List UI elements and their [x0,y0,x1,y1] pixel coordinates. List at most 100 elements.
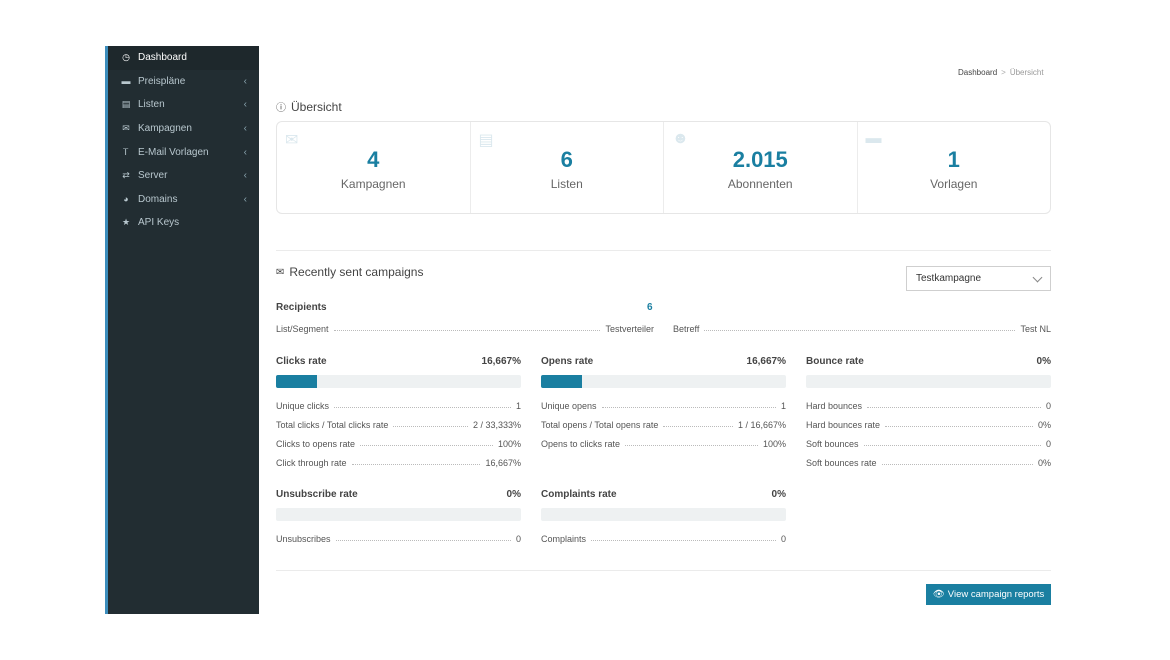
complaints-rate-title: Complaints rate [541,489,617,500]
detail-value: 100% [497,439,521,449]
complaints-rate-header: Complaints rate 0% [541,489,786,500]
detail-value: 0% [1037,458,1051,468]
sidebar-item-domains[interactable]: ◕ Domains ‹ [108,188,259,212]
sidebar-item-label: Dashboard [138,52,187,64]
folder-icon: ▬ [865,130,882,147]
detail-label: Unique opens [541,401,597,411]
detail-value: 0 [515,534,521,544]
clicks-detail-row: Total clicks / Total clicks rate 2 / 33,3… [276,418,521,430]
detail-label: Soft bounces [806,439,859,449]
complaints-progress-bar [541,508,786,521]
sidebar-item-preispläne[interactable]: ▬ Preispläne ‹ [108,70,259,94]
eye-icon: 👁 [932,589,945,600]
subject-value: Test NL [1020,324,1051,334]
opens-detail-row: Opens to clicks rate 100% [541,437,786,449]
campaign-select-value: Testkampagne [916,273,982,284]
sidebar-item-e-mail-vorlagen[interactable]: Ꭲ E-Mail Vorlagen ‹ [108,140,259,164]
users-icon: ☻ [672,130,689,147]
sidebar-item-kampagnen[interactable]: ✉ Kampagnen ‹ [108,117,259,141]
chevron-left-icon: ‹ [243,75,247,87]
dotted-leader [591,540,776,541]
detail-value: 100% [762,439,786,449]
list-segment-value: Testverteiler [605,324,654,334]
dotted-leader [333,330,601,331]
star-icon: ★ [121,217,131,228]
stat-kampagnen[interactable]: ✉ 4 Kampagnen [277,122,471,213]
detail-label: Complaints [541,534,587,544]
detail-value: 2 / 33,333% [472,420,521,430]
detail-value: 16,667% [485,458,521,468]
breadcrumb-separator: > [1001,68,1006,77]
stat-listen[interactable]: ▤ 6 Listen [471,122,664,213]
campaigns-title: ✉ Recently sent campaigns [276,265,423,279]
dotted-leader [704,330,1016,331]
clicks-progress-bar [276,375,521,388]
dashboard-icon: ◷ [122,52,130,63]
overview-stats: ✉ 4 Kampagnen ▤ 6 Listen ☻ 2.015 Abonnenten ▬ 1 Vor… [276,121,1051,214]
footer-divider [276,570,1051,571]
list-segment-row: List/Segment Testverteiler [276,322,654,334]
dotted-leader [625,445,758,446]
stat-label: Vorlagen [930,177,978,191]
stat-value: 4 [367,147,380,172]
dotted-leader [863,445,1041,446]
sidebar-item-label: E-Mail Vorlagen [138,146,209,158]
overview-title-text: Übersicht [291,99,342,114]
globe-icon: ◕ [123,194,129,205]
dotted-leader [881,464,1033,465]
bounces-rate-title: Bounce rate [806,356,864,367]
sidebar-item-listen[interactable]: ▤ Listen ‹ [108,93,259,117]
sidebar-item-label: Listen [138,99,165,111]
stat-vorlagen[interactable]: ▬ 1 Vorlagen [858,122,1051,213]
clicks-detail-row: Unique clicks 1 [276,399,521,411]
breadcrumb-current: Übersicht [1009,68,1044,77]
subject-label: Betreff [673,324,700,334]
detail-value: 0 [1045,439,1051,449]
clicks-rate-title: Clicks rate [276,356,327,367]
sidebar-item-dashboard[interactable]: ◷ Dashboard [108,46,259,70]
chevron-left-icon: ‹ [243,193,247,205]
opens-rate-title: Opens rate [541,356,594,367]
stat-label: Listen [550,177,583,191]
detail-label: Click through rate [276,458,347,468]
clicks-rate-header: Clicks rate 16,667% [276,356,521,367]
sidebar-item-label: API Keys [138,217,180,229]
unsubscribe-rate-header: Unsubscribe rate 0% [276,489,521,500]
detail-value: 1 / 16,667% [737,420,786,430]
dotted-leader [334,407,511,408]
dotted-leader [335,540,511,541]
bounces-detail-row: Soft bounces 0 [806,437,1051,449]
envelope-icon: ✉ [276,266,285,278]
detail-label: Opens to clicks rate [541,439,621,449]
dotted-leader [867,407,1041,408]
opens-progress-fill [541,375,582,388]
unsubscribe-rate-value: 0% [506,489,521,500]
sidebar-item-api-keys[interactable]: ★ API Keys [108,211,259,235]
complaints-detail-row: Complaints 0 [541,532,786,544]
credit-card-icon: ▬ [121,76,131,87]
clipboard-icon: ▤ [478,132,494,149]
view-campaign-reports-label: View campaign reports [947,589,1045,600]
detail-value: 0% [1037,420,1051,430]
view-campaign-reports-button[interactable]: 👁 View campaign reports [926,584,1051,605]
clicks-detail-row: Click through rate 16,667% [276,456,521,468]
chevron-left-icon: ‹ [243,99,247,111]
chevron-left-icon: ‹ [243,170,247,182]
chevron-down-icon [1032,272,1043,283]
unsubscribe-detail-row: Unsubscribes 0 [276,532,521,544]
chevron-left-icon: ‹ [243,123,247,135]
breadcrumb: Dashboard > Übersicht [958,68,1044,77]
detail-label: Clicks to opens rate [276,439,356,449]
campaign-select[interactable]: Testkampagne [906,266,1051,291]
dotted-leader [360,445,493,446]
detail-value: 0 [780,534,786,544]
sidebar-item-server[interactable]: ⇄ Server ‹ [108,164,259,188]
stat-value: 2.015 [732,147,788,172]
stat-abonnenten[interactable]: ☻ 2.015 Abonnenten [664,122,858,213]
breadcrumb-root[interactable]: Dashboard [958,68,998,77]
sidebar: ◷ Dashboard ▬ Preispläne ‹ ▤ Listen ‹ ✉ Kampagnen… [105,46,259,614]
detail-value: 1 [780,401,786,411]
sidebar-item-label: Server [138,170,168,182]
detail-label: Hard bounces rate [806,420,881,430]
exchange-icon: ⇄ [122,170,130,181]
